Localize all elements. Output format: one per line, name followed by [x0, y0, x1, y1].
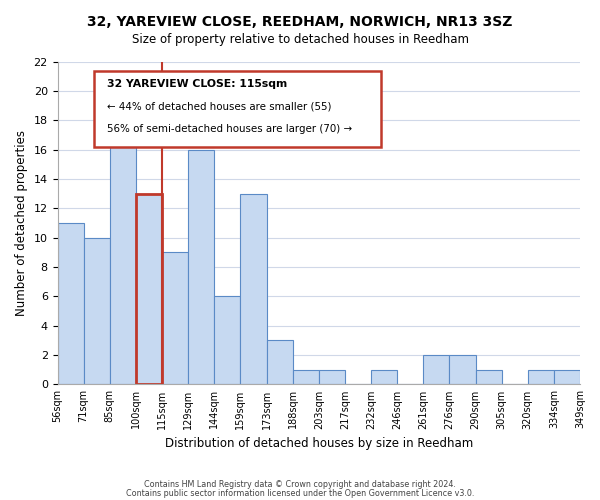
- Bar: [528, 370, 554, 384]
- Bar: [319, 370, 345, 384]
- Bar: [58, 223, 83, 384]
- Bar: [423, 355, 449, 384]
- Text: Size of property relative to detached houses in Reedham: Size of property relative to detached ho…: [131, 32, 469, 46]
- Y-axis label: Number of detached properties: Number of detached properties: [15, 130, 28, 316]
- Bar: [241, 194, 266, 384]
- Text: Contains public sector information licensed under the Open Government Licence v3: Contains public sector information licen…: [126, 490, 474, 498]
- Text: 32, YAREVIEW CLOSE, REEDHAM, NORWICH, NR13 3SZ: 32, YAREVIEW CLOSE, REEDHAM, NORWICH, NR…: [88, 15, 512, 29]
- Bar: [476, 370, 502, 384]
- Bar: [162, 252, 188, 384]
- Bar: [371, 370, 397, 384]
- Text: 56% of semi-detached houses are larger (70) →: 56% of semi-detached houses are larger (…: [107, 124, 352, 134]
- Bar: [554, 370, 580, 384]
- Text: Contains HM Land Registry data © Crown copyright and database right 2024.: Contains HM Land Registry data © Crown c…: [144, 480, 456, 489]
- Bar: [136, 194, 162, 384]
- Bar: [266, 340, 293, 384]
- Bar: [449, 355, 476, 384]
- Bar: [293, 370, 319, 384]
- FancyBboxPatch shape: [94, 71, 382, 147]
- Bar: [188, 150, 214, 384]
- Bar: [110, 120, 136, 384]
- X-axis label: Distribution of detached houses by size in Reedham: Distribution of detached houses by size …: [164, 437, 473, 450]
- Bar: [83, 238, 110, 384]
- Text: ← 44% of detached houses are smaller (55): ← 44% of detached houses are smaller (55…: [107, 102, 332, 112]
- Bar: [136, 194, 162, 384]
- Text: 32 YAREVIEW CLOSE: 115sqm: 32 YAREVIEW CLOSE: 115sqm: [107, 80, 287, 90]
- Bar: [214, 296, 241, 384]
